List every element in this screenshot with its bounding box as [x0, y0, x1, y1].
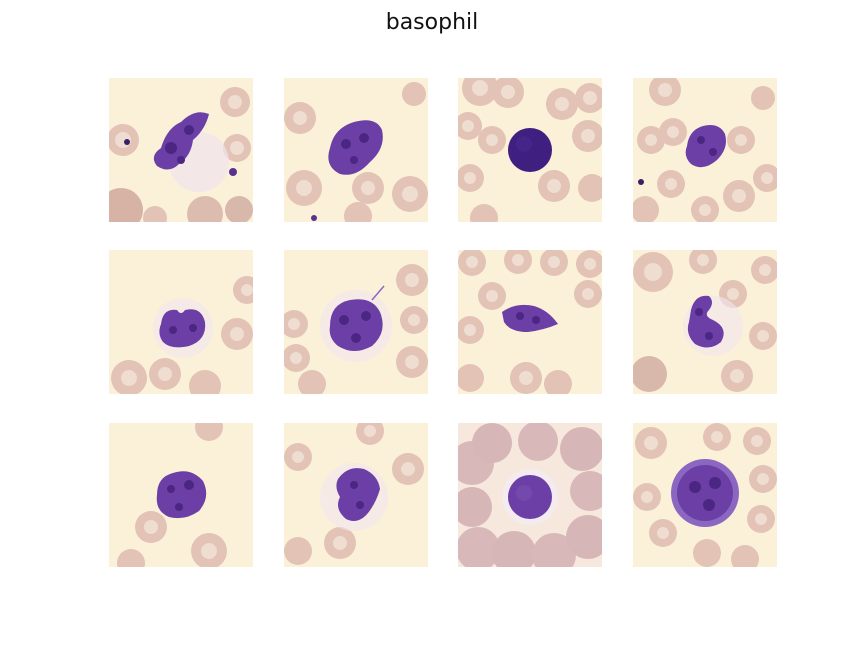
basophil-image: [458, 78, 602, 222]
basophil-image: [633, 250, 777, 394]
basophil-image: [109, 250, 253, 394]
figure-title: basophil: [385, 10, 479, 35]
cell-image-tile: [284, 250, 428, 394]
cell-image-tile: [458, 423, 602, 567]
cell-image-tile: [633, 250, 777, 394]
basophil-image: [284, 250, 428, 394]
cell-image-tile: [109, 423, 253, 567]
basophil-image: [109, 423, 253, 567]
basophil-image: [109, 78, 253, 222]
basophil-image: [284, 78, 428, 222]
cell-image-tile: [284, 423, 428, 567]
cell-image-tile: [109, 78, 253, 222]
cell-image-tile: [458, 78, 602, 222]
cell-image-tile: [633, 423, 777, 567]
basophil-image: [633, 423, 777, 567]
basophil-image: [284, 423, 428, 567]
cell-image-tile: [109, 250, 253, 394]
cell-image-tile: [458, 250, 602, 394]
cell-image-tile: [284, 78, 428, 222]
basophil-image: [458, 250, 602, 394]
basophil-image: [633, 78, 777, 222]
basophil-image: [458, 423, 602, 567]
cell-image-tile: [633, 78, 777, 222]
